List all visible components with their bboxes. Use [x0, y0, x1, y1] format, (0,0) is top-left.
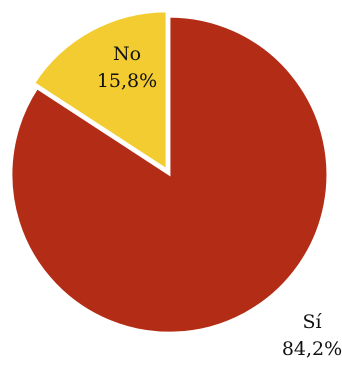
- slice-label-no: No: [113, 43, 141, 65]
- slice-label-si: Sí: [302, 311, 322, 333]
- slice-value-no: 15,8%: [97, 70, 157, 92]
- pie-slice-si: [10, 15, 329, 334]
- pie-slice-no: [32, 10, 168, 172]
- slice-value-si: 84,2%: [282, 338, 342, 360]
